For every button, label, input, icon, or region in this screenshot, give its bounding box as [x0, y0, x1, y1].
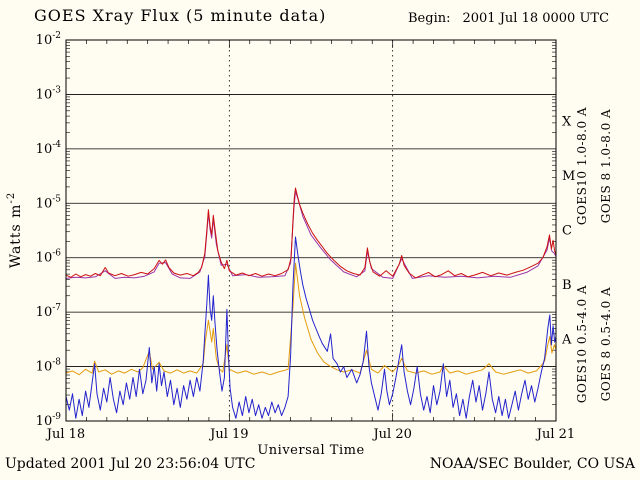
- y-tick-label: 10-7: [36, 303, 62, 320]
- begin-label: Begin:: [408, 11, 451, 26]
- flare-class-label-A: A: [561, 332, 572, 347]
- y-tick-label: 10-4: [36, 140, 62, 157]
- legend-goes8-short: GOES 8 0.5-4.0 A: [599, 287, 613, 401]
- flare-class-label-C: C: [562, 224, 572, 239]
- x-tick-label: Jul 19: [208, 427, 248, 442]
- legend-goes10-long: GOES10 1.0-8.0 A: [575, 107, 589, 225]
- y-tick-label: 10-6: [36, 249, 62, 266]
- credit: NOAA/SEC Boulder, CO USA: [429, 456, 635, 472]
- y-tick-label: 10-3: [36, 85, 62, 102]
- y-tick-label: 10-8: [36, 358, 62, 375]
- y-tick-label: 10-5: [36, 194, 62, 211]
- x-tick-label: Jul 20: [371, 427, 411, 442]
- x-axis-label: Universal Time: [257, 443, 365, 458]
- y-tick-label: 10-2: [36, 31, 61, 48]
- legend-goes8-long: GOES 8 1.0-8.0 A: [599, 109, 613, 223]
- series-goes8-short: [65, 236, 557, 419]
- x-tick-label: Jul 18: [45, 427, 85, 442]
- flare-class-label-M: M: [562, 169, 575, 184]
- begin-value: 2001 Jul 18 0000 UTC: [462, 11, 610, 26]
- series-goes10-short: [65, 262, 557, 376]
- flare-class-label-B: B: [562, 278, 572, 293]
- begin-time: Begin: 2001 Jul 18 0000 UTC: [408, 11, 609, 26]
- chart-title: GOES Xray Flux (5 minute data): [34, 6, 327, 25]
- series-goes8-long: [65, 187, 557, 279]
- updated-timestamp: Updated 2001 Jul 20 23:56:04 UTC: [5, 456, 256, 472]
- flare-class-label-X: X: [562, 115, 572, 130]
- x-tick-label: Jul 21: [535, 427, 575, 442]
- series-goes10-long: [65, 190, 557, 279]
- plot-border: [65, 39, 557, 422]
- legend-goes10-short: GOES10 0.5-4.0 A: [575, 285, 589, 403]
